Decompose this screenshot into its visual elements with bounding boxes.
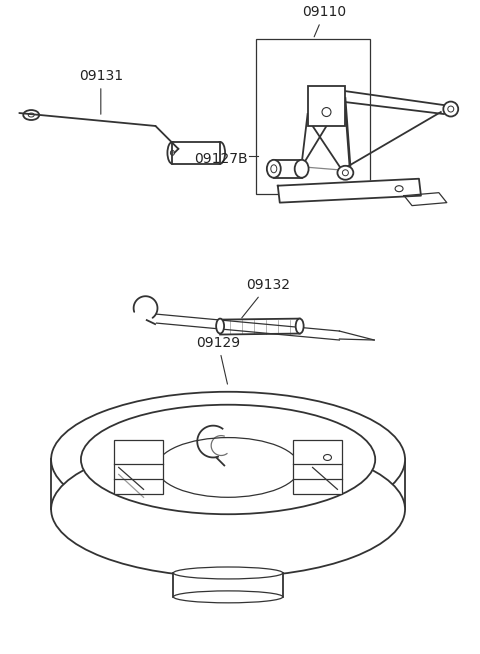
Ellipse shape: [168, 142, 178, 164]
Ellipse shape: [51, 441, 405, 577]
Bar: [114, 439, 164, 494]
Bar: [274, 160, 301, 178]
Bar: [173, 573, 283, 597]
Text: 09129: 09129: [196, 336, 240, 384]
Ellipse shape: [295, 160, 309, 178]
Ellipse shape: [173, 591, 283, 603]
Text: 09127B: 09127B: [194, 152, 248, 166]
Ellipse shape: [444, 101, 458, 116]
Ellipse shape: [81, 405, 375, 514]
Text: 09110: 09110: [302, 5, 347, 37]
Ellipse shape: [216, 318, 224, 334]
Text: 09131: 09131: [79, 69, 123, 114]
Ellipse shape: [215, 142, 225, 164]
Text: 09132: 09132: [242, 278, 290, 318]
Ellipse shape: [296, 318, 304, 334]
Bar: [293, 439, 342, 494]
Ellipse shape: [51, 392, 405, 527]
Bar: [256, 39, 370, 194]
Ellipse shape: [156, 438, 300, 497]
Ellipse shape: [173, 567, 283, 579]
Ellipse shape: [337, 166, 353, 180]
Polygon shape: [278, 179, 421, 203]
Bar: [172, 142, 220, 164]
Polygon shape: [404, 193, 447, 205]
Bar: [308, 86, 346, 126]
Ellipse shape: [267, 160, 281, 178]
